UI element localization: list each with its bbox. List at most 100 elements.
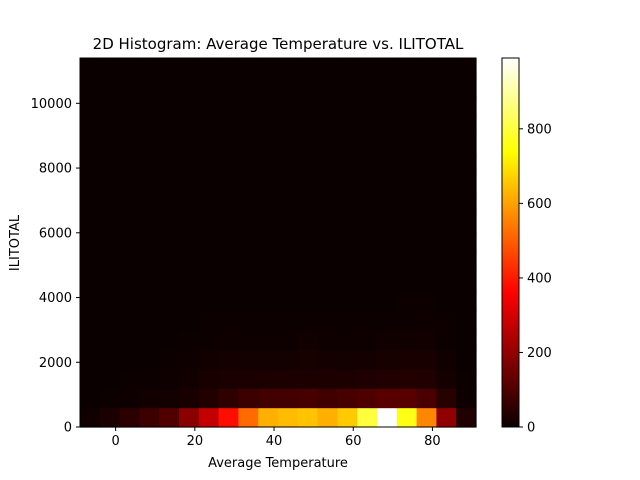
heatmap-cell <box>377 213 398 234</box>
heatmap-cell <box>337 388 358 409</box>
heatmap-cell <box>456 252 477 273</box>
heatmap-cell <box>119 77 140 98</box>
heatmap-cell <box>436 310 457 331</box>
heatmap-cells <box>80 58 477 428</box>
heatmap-cell <box>238 368 259 389</box>
heatmap-cell <box>198 174 220 195</box>
heatmap-cell <box>238 271 259 292</box>
heatmap-cell <box>317 77 338 98</box>
heatmap-cell <box>396 329 418 350</box>
heatmap-cell <box>436 271 457 292</box>
heatmap-cell <box>99 96 121 117</box>
heatmap-cell <box>317 329 338 350</box>
heatmap-cell <box>218 135 239 156</box>
heatmap-cell <box>198 388 220 409</box>
heatmap-cell <box>218 58 239 79</box>
heatmap-cell <box>80 174 101 195</box>
heatmap-cell <box>337 368 358 389</box>
heatmap-cell <box>357 116 378 137</box>
y-tick-label: 8000 <box>39 162 72 177</box>
heatmap-cell <box>436 77 457 98</box>
heatmap-cell <box>159 116 180 137</box>
heatmap-cell <box>139 271 160 292</box>
heatmap-cell <box>416 368 437 389</box>
heatmap-cell <box>297 193 319 214</box>
heatmap-cell <box>238 135 259 156</box>
heatmap-cell <box>337 329 358 350</box>
heatmap-cell <box>159 193 180 214</box>
heatmap-cell <box>159 174 180 195</box>
heatmap-cell <box>80 232 101 253</box>
heatmap-cell <box>377 96 398 117</box>
heatmap-cell <box>297 213 319 234</box>
heatmap-cell <box>456 407 477 428</box>
heatmap-cell <box>396 310 418 331</box>
heatmap-cell <box>337 407 358 428</box>
heatmap-cell <box>396 193 418 214</box>
heatmap-cell <box>278 252 299 273</box>
heatmap-cell <box>80 368 101 389</box>
heatmap-cell <box>80 291 101 312</box>
colorbar-tick-label: 400 <box>527 271 552 286</box>
heatmap-cell <box>99 77 121 98</box>
heatmap-cell <box>416 96 437 117</box>
heatmap-cell <box>317 349 338 370</box>
heatmap-cell <box>198 58 220 79</box>
heatmap-cell <box>218 407 239 428</box>
heatmap-cell <box>456 291 477 312</box>
heatmap-cell <box>357 58 378 79</box>
heatmap-cell <box>258 368 279 389</box>
heatmap-cell <box>456 349 477 370</box>
heatmap-cell <box>377 116 398 137</box>
heatmap-cell <box>436 388 457 409</box>
heatmap-cell <box>297 407 319 428</box>
heatmap-cell <box>278 116 299 137</box>
heatmap-cell <box>80 155 101 176</box>
heatmap-cell <box>119 310 140 331</box>
heatmap-cell <box>278 349 299 370</box>
colorbar-tick-label: 800 <box>527 122 552 137</box>
heatmap-cell <box>80 407 101 428</box>
heatmap-cell <box>396 232 418 253</box>
heatmap-cell <box>119 291 140 312</box>
heatmap-cell <box>179 368 200 389</box>
heatmap-cell <box>258 407 279 428</box>
heatmap-cell <box>238 213 259 234</box>
heatmap-cell <box>396 368 418 389</box>
heatmap-cell <box>99 58 121 79</box>
heatmap-cell <box>99 135 121 156</box>
heatmap-cell <box>416 407 437 428</box>
heatmap-cell <box>179 252 200 273</box>
heatmap-cell <box>198 368 220 389</box>
heatmap-cell <box>317 291 338 312</box>
heatmap-cell <box>416 213 437 234</box>
heatmap-cell <box>317 252 338 273</box>
heatmap-cell <box>456 96 477 117</box>
heatmap-cell <box>456 271 477 292</box>
heatmap-cell <box>139 96 160 117</box>
heatmap-cell <box>396 271 418 292</box>
heatmap-cell <box>278 291 299 312</box>
heatmap-cell <box>159 155 180 176</box>
heatmap-cell <box>357 155 378 176</box>
heatmap-cell <box>416 174 437 195</box>
heatmap-cell <box>297 232 319 253</box>
heatmap-cell <box>416 232 437 253</box>
x-axis: 0 20 40 60 80 <box>111 427 441 449</box>
heatmap-cell <box>258 349 279 370</box>
heatmap-cell <box>198 96 220 117</box>
heatmap-cell <box>357 349 378 370</box>
heatmap-cell <box>278 155 299 176</box>
heatmap-cell <box>416 349 437 370</box>
heatmap-cell <box>218 252 239 273</box>
heatmap-cell <box>258 388 279 409</box>
x-tick-label: 80 <box>424 434 441 449</box>
heatmap-cell <box>198 232 220 253</box>
heatmap-cell <box>218 310 239 331</box>
heatmap-cell <box>198 271 220 292</box>
heatmap-cell <box>80 329 101 350</box>
heatmap-cell <box>119 252 140 273</box>
y-tick-label: 4000 <box>39 291 72 306</box>
y-axis-label: ILITOTAL <box>8 214 23 271</box>
heatmap-cell <box>337 349 358 370</box>
